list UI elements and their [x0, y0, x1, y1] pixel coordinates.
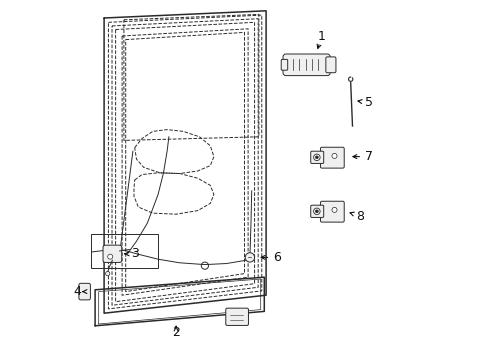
- FancyBboxPatch shape: [283, 54, 329, 76]
- FancyBboxPatch shape: [79, 283, 90, 300]
- FancyBboxPatch shape: [103, 245, 122, 262]
- FancyBboxPatch shape: [320, 201, 344, 222]
- Circle shape: [331, 153, 336, 158]
- Text: 1: 1: [317, 30, 325, 42]
- FancyBboxPatch shape: [320, 147, 344, 168]
- Text: 8: 8: [355, 210, 363, 222]
- Circle shape: [244, 253, 254, 262]
- Text: 7: 7: [364, 150, 372, 163]
- Text: 2: 2: [172, 327, 180, 339]
- Circle shape: [315, 210, 318, 213]
- Circle shape: [331, 207, 336, 212]
- FancyBboxPatch shape: [310, 205, 323, 217]
- Bar: [91, 234, 158, 268]
- Text: 4: 4: [73, 285, 81, 298]
- Circle shape: [313, 154, 320, 161]
- FancyBboxPatch shape: [310, 151, 323, 163]
- Text: 6: 6: [272, 251, 280, 264]
- FancyBboxPatch shape: [281, 59, 287, 70]
- Circle shape: [107, 254, 113, 259]
- Text: 3: 3: [130, 247, 139, 260]
- FancyBboxPatch shape: [225, 308, 248, 325]
- Circle shape: [315, 156, 318, 159]
- FancyBboxPatch shape: [325, 57, 335, 73]
- Text: 5: 5: [364, 96, 372, 109]
- Circle shape: [313, 208, 320, 215]
- Circle shape: [105, 271, 110, 276]
